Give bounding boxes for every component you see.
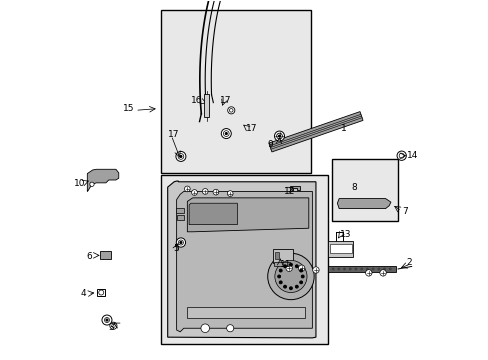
Text: 13: 13 bbox=[340, 230, 351, 239]
Text: 16: 16 bbox=[190, 96, 202, 105]
Circle shape bbox=[90, 182, 94, 186]
Circle shape bbox=[295, 285, 298, 288]
Circle shape bbox=[285, 265, 292, 271]
Circle shape bbox=[202, 189, 207, 194]
Circle shape bbox=[225, 132, 227, 135]
Polygon shape bbox=[167, 181, 315, 338]
Circle shape bbox=[227, 191, 233, 197]
Text: 5: 5 bbox=[173, 244, 179, 253]
Circle shape bbox=[348, 267, 351, 270]
Circle shape bbox=[226, 325, 233, 332]
Bar bbox=[328, 241, 353, 257]
Circle shape bbox=[279, 281, 282, 284]
Text: 11: 11 bbox=[279, 260, 290, 269]
Bar bbox=[160, 175, 328, 344]
Circle shape bbox=[274, 260, 306, 293]
Bar bbox=[97, 289, 105, 296]
Bar bbox=[328, 266, 395, 272]
Polygon shape bbox=[176, 192, 312, 332]
Text: 2: 2 bbox=[406, 258, 411, 267]
Bar bbox=[274, 252, 279, 259]
Bar bbox=[329, 244, 351, 253]
Circle shape bbox=[267, 253, 313, 300]
Circle shape bbox=[379, 270, 386, 276]
Bar bbox=[160, 10, 310, 173]
Circle shape bbox=[110, 322, 117, 329]
Polygon shape bbox=[337, 199, 390, 208]
Text: 17: 17 bbox=[219, 96, 230, 105]
Circle shape bbox=[277, 275, 280, 278]
Text: 9: 9 bbox=[266, 140, 272, 149]
Circle shape bbox=[227, 107, 234, 114]
Circle shape bbox=[191, 190, 197, 195]
Bar bbox=[204, 94, 209, 117]
Text: 15: 15 bbox=[123, 104, 134, 113]
Circle shape bbox=[289, 263, 292, 266]
Circle shape bbox=[298, 265, 304, 271]
Text: 7: 7 bbox=[402, 207, 407, 216]
Text: 4: 4 bbox=[80, 289, 85, 298]
Circle shape bbox=[337, 267, 340, 270]
Polygon shape bbox=[268, 112, 362, 152]
Polygon shape bbox=[189, 203, 237, 225]
Circle shape bbox=[301, 275, 304, 278]
Circle shape bbox=[382, 267, 385, 270]
Circle shape bbox=[360, 267, 363, 270]
Circle shape bbox=[102, 315, 112, 325]
Circle shape bbox=[106, 319, 108, 321]
Polygon shape bbox=[187, 198, 308, 232]
Text: 12: 12 bbox=[283, 187, 295, 196]
Circle shape bbox=[283, 285, 286, 288]
Text: 14: 14 bbox=[406, 151, 418, 160]
Text: 8: 8 bbox=[351, 183, 357, 192]
Text: 17: 17 bbox=[246, 124, 257, 133]
Circle shape bbox=[289, 287, 292, 290]
Text: 17: 17 bbox=[167, 130, 179, 139]
Circle shape bbox=[365, 270, 371, 276]
Bar bbox=[272, 249, 292, 263]
Bar bbox=[176, 207, 183, 213]
Polygon shape bbox=[290, 186, 299, 192]
Text: 10: 10 bbox=[74, 179, 85, 188]
Text: 1: 1 bbox=[340, 124, 346, 133]
Circle shape bbox=[221, 129, 231, 139]
Circle shape bbox=[180, 156, 182, 157]
Circle shape bbox=[278, 135, 280, 137]
Polygon shape bbox=[87, 169, 119, 192]
Circle shape bbox=[201, 324, 209, 333]
Text: 3: 3 bbox=[108, 323, 114, 332]
Circle shape bbox=[274, 131, 284, 141]
Circle shape bbox=[371, 267, 374, 270]
Bar bbox=[274, 262, 290, 266]
Circle shape bbox=[354, 267, 357, 270]
Circle shape bbox=[388, 267, 391, 270]
Circle shape bbox=[331, 267, 334, 270]
Bar bbox=[100, 251, 111, 258]
Circle shape bbox=[377, 267, 380, 270]
Circle shape bbox=[295, 265, 298, 268]
Circle shape bbox=[299, 269, 302, 272]
Circle shape bbox=[176, 238, 185, 247]
Bar bbox=[176, 215, 184, 220]
Circle shape bbox=[365, 267, 368, 270]
Circle shape bbox=[279, 269, 282, 272]
Bar bbox=[187, 307, 305, 318]
Text: 6: 6 bbox=[86, 252, 92, 261]
Circle shape bbox=[213, 189, 218, 195]
Circle shape bbox=[396, 151, 406, 160]
Circle shape bbox=[176, 152, 185, 161]
Circle shape bbox=[343, 267, 345, 270]
Circle shape bbox=[312, 267, 319, 273]
Circle shape bbox=[184, 186, 190, 192]
Bar bbox=[331, 158, 397, 221]
Circle shape bbox=[283, 265, 286, 268]
Circle shape bbox=[299, 281, 302, 284]
Circle shape bbox=[180, 242, 182, 244]
